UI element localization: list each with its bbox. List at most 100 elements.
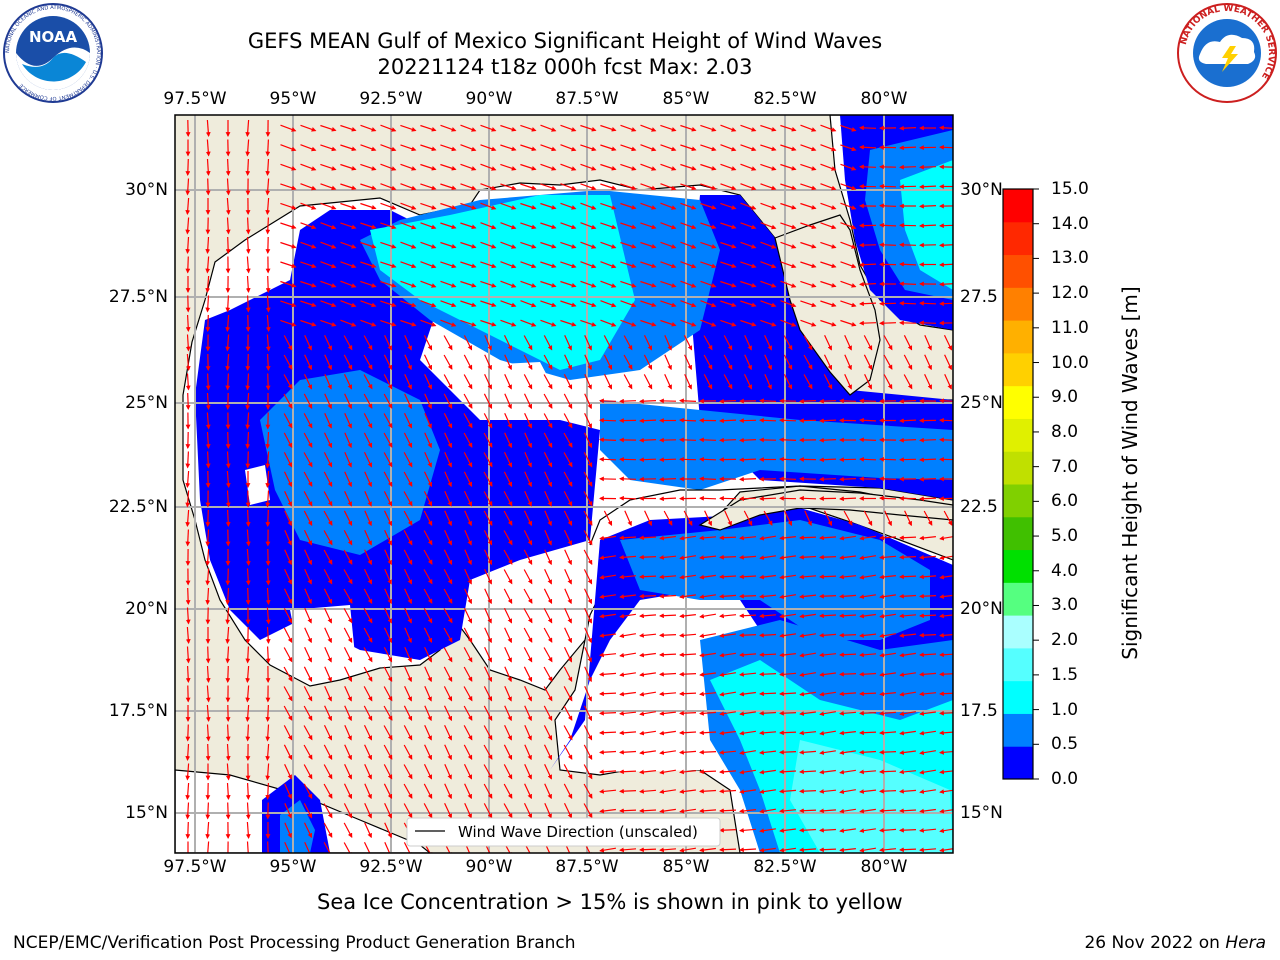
wave-direction-arrow [460,144,477,152]
wave-direction-arrow [819,535,837,541]
wave-direction-arrow [679,555,696,561]
wave-direction-arrow [800,261,817,269]
wave-direction-arrow [619,788,637,794]
wave-direction-arrow [760,261,777,269]
wave-direction-arrow [639,574,657,580]
wave-direction-arrow [739,437,757,443]
wave-direction-arrow [185,470,191,488]
wave-direction-arrow [463,647,473,663]
wave-direction-arrow [403,413,413,429]
wave-direction-arrow [303,530,313,546]
colorbar-tick-label: 3.0 [1051,595,1079,616]
wave-direction-arrow [205,236,211,254]
wave-direction-arrow [899,145,917,151]
wave-direction-arrow [779,671,797,677]
wave-direction-arrow [720,163,737,171]
wave-direction-arrow [343,608,353,624]
wave-direction-arrow [619,476,637,482]
wave-direction-arrow [899,437,917,443]
wave-direction-arrow [699,769,717,775]
wave-direction-arrow [760,183,777,191]
wave-direction-arrow [823,510,833,527]
wave-direction-arrow [323,530,333,546]
wave-direction-arrow [403,491,413,507]
wave-direction-arrow [564,627,572,644]
wave-direction-arrow [440,222,457,230]
wave-direction-arrow [799,652,816,658]
wave-direction-arrow [584,393,592,410]
wave-direction-arrow [383,666,393,682]
colorbar-tick-label: 8.0 [1051,421,1079,442]
wave-direction-arrow [744,334,752,351]
colorbar-segment [1003,746,1033,780]
lon-tick-top: 82.5°W [753,89,817,109]
wave-direction-arrow [679,710,697,716]
wave-direction-arrow [560,241,577,249]
wave-direction-arrow [440,163,457,171]
wave-direction-arrow [265,197,271,215]
wave-direction-arrow [280,144,297,152]
wave-direction-arrow [840,124,857,132]
wave-direction-arrow [799,672,816,678]
wave-direction-arrow [205,256,211,274]
wave-direction-arrow [639,847,657,853]
lat-tick-right: 15°N [960,803,1003,823]
wave-direction-arrow [800,300,817,308]
wave-direction-arrow [760,280,777,288]
wave-direction-arrow [444,432,452,449]
wave-direction-arrow [939,281,953,287]
wave-direction-arrow [300,222,317,230]
wave-direction-arrow [544,549,552,566]
wave-direction-arrow [523,627,533,643]
wave-direction-arrow [863,354,873,371]
wave-direction-arrow [619,652,636,658]
wave-direction-arrow [780,222,797,230]
wave-direction-arrow [460,280,477,288]
wave-direction-arrow [820,222,837,230]
wave-direction-arrow [759,398,777,404]
wave-direction-arrow [760,124,777,132]
wave-direction-arrow [563,647,573,663]
wave-direction-arrow [520,280,537,288]
wave-direction-arrow [245,217,251,235]
wave-direction-arrow [759,417,777,423]
wave-direction-arrow [700,280,717,288]
wave-direction-arrow [563,666,573,682]
wave-direction-arrow [759,574,776,580]
wave-direction-arrow [939,574,953,580]
wave-direction-arrow [684,373,692,390]
wave-direction-arrow [623,354,633,370]
wave-direction-arrow [483,393,493,410]
wave-direction-arrow [480,222,497,230]
colorbar-tick-label: 0.5 [1051,734,1079,755]
colorbar-segment [1003,713,1033,747]
wave-direction-arrow [939,594,953,599]
wave-direction-arrow [225,295,231,313]
wave-direction-arrow [300,319,317,327]
wave-direction-arrow [265,568,271,586]
wave-direction-arrow [265,626,271,644]
wave-direction-arrow [700,163,717,171]
wave-direction-arrow [620,319,637,327]
colorbar-tick-label: 9.0 [1051,387,1079,408]
wave-direction-arrow [205,295,211,313]
wave-direction-arrow [899,300,917,306]
wave-direction-arrow [360,261,377,269]
wave-direction-arrow [899,125,917,131]
wave-direction-arrow [483,549,493,566]
wave-direction-arrow [384,568,392,585]
wave-direction-arrow [503,569,513,585]
wave-direction-arrow [520,202,537,210]
wave-direction-arrow [444,451,452,468]
wave-direction-arrow [460,222,477,230]
wave-direction-arrow [543,608,553,624]
wave-direction-arrow [859,652,877,658]
wave-direction-arrow [679,594,696,599]
wave-direction-arrow [225,431,231,449]
wave-direction-arrow [664,354,672,371]
wave-direction-arrow [863,510,873,526]
wave-direction-arrow [924,354,932,371]
colorbar-tick-label: 4.0 [1051,560,1079,581]
wave-direction-arrow [659,652,677,658]
wave-direction-arrow [820,280,837,288]
